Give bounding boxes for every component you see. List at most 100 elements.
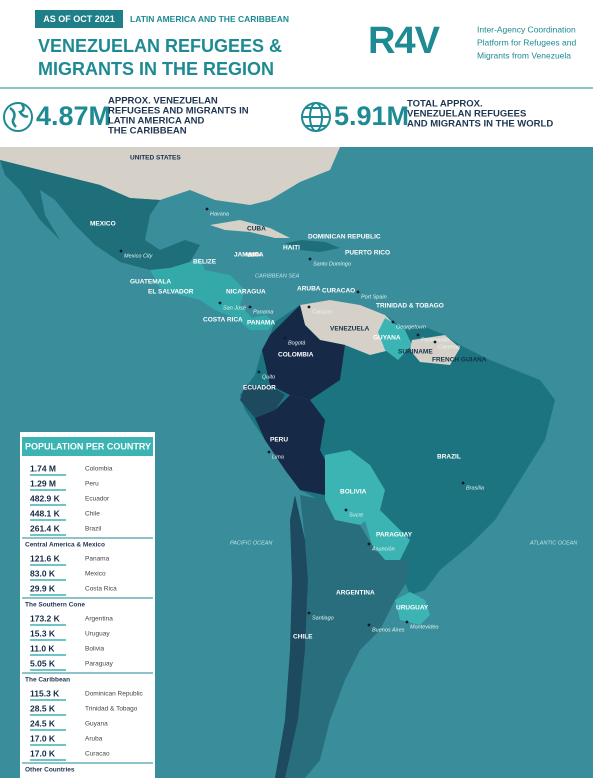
stat-label: THE CARIBBEAN: [108, 126, 187, 137]
table-header: [22, 437, 153, 456]
country-label: SURINAME: [398, 349, 433, 356]
city-dot: [205, 207, 209, 211]
city-dot: [307, 305, 311, 309]
city-dot: [433, 340, 437, 344]
city-dot: [267, 450, 271, 454]
country-label: VENEZUELA: [330, 326, 370, 333]
logo: R4V: [368, 20, 441, 62]
country-label: URUGUAY: [396, 605, 429, 612]
country-label: ARGENTINA: [336, 590, 375, 597]
row-country: Trinidad & Tobago: [85, 706, 138, 713]
group-name: Central America & Mexico: [25, 542, 105, 549]
group-name: The Southern Cone: [25, 602, 85, 609]
land-hispaniola: [285, 240, 340, 252]
country-label: GUYANA: [373, 335, 401, 342]
city-label: Bogotá: [288, 340, 305, 346]
land-mexico: [0, 160, 200, 270]
row-value: 24.5 K: [30, 718, 56, 728]
land-peru: [255, 395, 330, 495]
city-label: Port Spain: [361, 294, 387, 300]
row-country: Paraguay: [85, 661, 114, 668]
logo-text: Platform for Refugees and: [477, 37, 576, 47]
city-dot: [461, 481, 465, 485]
stat-label: AND MIGRANTS IN THE WORLD: [407, 119, 553, 130]
city-label: Sucre: [349, 512, 363, 518]
land-venezuela: [300, 300, 400, 355]
country-label: PERU: [270, 437, 288, 444]
row-value: 173.2 K: [30, 613, 61, 623]
country-label: ARUBA: [297, 286, 321, 293]
city-dot: [356, 290, 360, 294]
stat-label: LATIN AMERICA AND: [108, 116, 205, 127]
globe-icon: [301, 102, 331, 132]
country-label: BELIZE: [193, 259, 217, 266]
land-us: [0, 147, 340, 205]
city-dot: [248, 305, 252, 309]
country-label: PARAGUAY: [376, 532, 413, 539]
title-line: MIGRANTS IN THE REGION: [38, 59, 274, 79]
country-label: ECUADOR: [243, 385, 276, 392]
land-bolivia: [325, 450, 385, 525]
badge-text: AS OF OCT 2021: [43, 14, 115, 24]
city-dot: [119, 249, 123, 253]
city-dot: [416, 333, 420, 337]
land-colombia: [262, 305, 345, 400]
land-paraguay: [365, 510, 410, 560]
city-dot: [391, 320, 395, 324]
row-value: 1.29 M: [30, 478, 56, 488]
land-ecuador: [240, 385, 285, 418]
country-label: TRINIDAD & TOBAGO: [376, 303, 444, 310]
row-country: Ecuador: [85, 496, 110, 503]
sea-label: PACIFIC OCEAN: [230, 540, 272, 546]
country-label: PANAMA: [247, 320, 275, 327]
row-country: Mexico: [85, 571, 106, 578]
land-jamaica: [245, 252, 262, 257]
country-label: FRENCH GUIANA: [432, 357, 487, 364]
row-country: Peru: [85, 481, 99, 488]
country-label: COLOMBIA: [278, 352, 314, 359]
country-label: EL SALVADOR: [148, 289, 194, 296]
country-label: GUATEMALA: [130, 279, 171, 286]
city-label: Santiago: [312, 615, 334, 621]
city-label: Asunción: [371, 546, 395, 552]
row-country: Chile: [85, 511, 100, 518]
city-label: Montevideo: [410, 624, 438, 630]
row-country: Colombia: [85, 466, 113, 473]
country-label: MEXICO: [90, 221, 116, 228]
group-name: Other Countries: [25, 767, 75, 774]
row-value: 83.0 K: [30, 568, 56, 578]
city-label: Santo Domingo: [313, 261, 351, 267]
row-value: 261.4 K: [30, 523, 61, 533]
city-label: Panama: [253, 309, 274, 315]
row-value: 482.9 K: [30, 493, 61, 503]
city-dot: [308, 257, 312, 261]
badge: [35, 10, 123, 28]
city-label: Lima: [272, 454, 284, 460]
row-value: 11.0 K: [30, 643, 55, 653]
row-value: 115.3 K: [30, 688, 60, 698]
table-rows: 1.74 M Colombia 1.29 M Peru 482.9 K Ecuador 44…: [22, 463, 153, 774]
city-label: Brasilia: [466, 485, 484, 491]
stat-value: 4.87M: [36, 101, 111, 131]
city-label: Georgetown: [396, 324, 426, 330]
row-country: Aruba: [85, 736, 103, 743]
sea-label: ATLANTIC OCEAN: [529, 540, 577, 546]
city-dot: [307, 611, 311, 615]
city-dot: [405, 620, 409, 624]
title-line: VENEZUELAN REFUGEES &: [38, 36, 282, 56]
row-value: 1.74 M: [30, 463, 56, 473]
city-label: Havana: [210, 211, 229, 217]
city-dot: [283, 336, 287, 340]
land-uruguay: [395, 592, 430, 625]
region: LATIN AMERICA AND THE CARIBBEAN: [130, 14, 289, 24]
city-label: Paramaribo: [421, 337, 449, 343]
city-label: Cayenne: [438, 344, 460, 350]
land-guyana: [378, 318, 412, 360]
logo-text: Inter-Agency Coordination: [477, 24, 576, 34]
city-dot: [257, 370, 261, 374]
city-dot: [367, 623, 371, 627]
logo-text: Migrants from Venezuela: [477, 50, 571, 60]
city-dot: [218, 301, 222, 305]
land-chile: [275, 495, 308, 778]
